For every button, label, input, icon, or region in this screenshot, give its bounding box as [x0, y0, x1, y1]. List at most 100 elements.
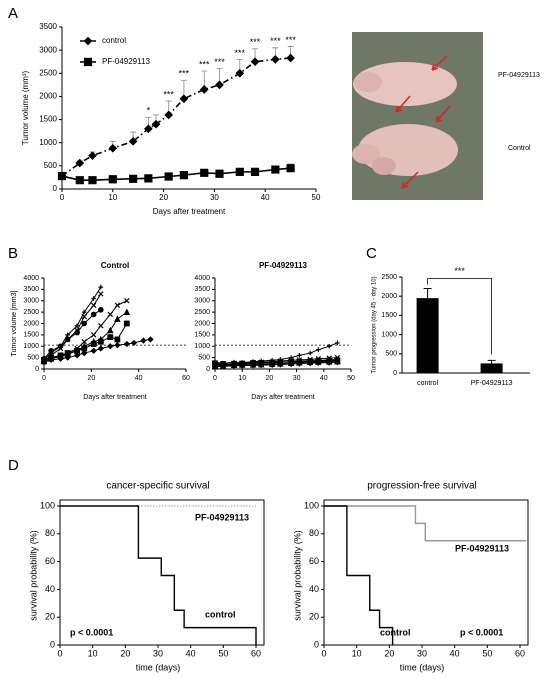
marker [81, 313, 87, 320]
curve-label: control [380, 627, 411, 637]
arrow [431, 55, 448, 71]
marker [123, 308, 131, 316]
marker [97, 338, 104, 345]
y-axis-label: Tumor volume (mm³) [21, 70, 30, 145]
marker [90, 341, 97, 347]
marker [271, 165, 280, 174]
x-tick-label: 10 [108, 193, 117, 202]
bar [416, 298, 439, 373]
x-tick-label: 60 [515, 648, 525, 658]
marker [179, 94, 189, 104]
plot-frame [323, 499, 529, 646]
y-tick-label: 2500 [23, 309, 39, 316]
marker [75, 176, 84, 185]
y-tick-label: 80 [45, 528, 55, 538]
marker [57, 343, 64, 350]
mouse-head [354, 72, 382, 92]
curve-label: control [205, 609, 236, 619]
panel-label: D [8, 457, 19, 474]
y-tick-label: 0 [53, 184, 58, 193]
y-tick-label: 0 [50, 639, 55, 649]
y-axis-label: Tumor progression (day 45 - day 10) [372, 276, 378, 373]
marker [88, 151, 97, 161]
photo [352, 32, 483, 200]
marker [144, 174, 153, 183]
y-tick-label: 0 [206, 366, 210, 373]
x-tick-label: 30 [153, 648, 163, 658]
x-tick-label: PF-04929113 [471, 380, 513, 387]
marker [107, 311, 113, 318]
marker [90, 347, 97, 354]
marker [286, 53, 295, 63]
photo-label: PF-04929113 [498, 72, 540, 79]
marker [90, 332, 97, 338]
y-tick-label: 1500 [39, 115, 57, 124]
marker [164, 110, 174, 120]
marker [307, 350, 313, 356]
y-tick-label: 3000 [23, 298, 39, 305]
curve-label: PF-04929113 [195, 512, 249, 522]
y-tick-label: 3500 [23, 286, 39, 293]
marker [74, 347, 81, 354]
chart-title: Control [101, 261, 129, 270]
marker [250, 167, 260, 176]
marker [212, 360, 218, 367]
marker [296, 360, 303, 367]
marker [74, 323, 80, 329]
y-tick-label: 4000 [23, 275, 39, 282]
p-value: p < 0.0001 [70, 627, 113, 637]
x-tick-label: 30 [293, 375, 301, 382]
marker [288, 360, 295, 368]
panel-label: B [8, 245, 18, 262]
marker [335, 340, 340, 346]
marker [130, 339, 138, 346]
x-tick-label: 50 [312, 193, 321, 202]
y-tick-label: 1000 [39, 138, 57, 147]
x-tick-label: 40 [186, 648, 196, 658]
marker [97, 345, 104, 352]
x-tick-label: 0 [213, 375, 217, 382]
marker [277, 361, 284, 368]
marker [114, 302, 121, 309]
marker [215, 169, 224, 178]
x-tick-label: 20 [120, 648, 130, 658]
y-tick-label: 2000 [23, 320, 39, 327]
marker [64, 354, 71, 361]
marker [98, 307, 104, 313]
marker [98, 323, 104, 329]
x-axis-label: time (days) [136, 662, 181, 672]
legend-marker [83, 57, 93, 67]
y-axis-label: survival probability (%) [28, 530, 38, 621]
marker [47, 356, 55, 364]
x-tick-label: 40 [450, 648, 460, 658]
y-tick-label: 1500 [381, 312, 397, 319]
marker [315, 359, 322, 367]
marker [73, 352, 81, 359]
marker [57, 171, 67, 181]
x-tick-label: 0 [321, 648, 326, 658]
y-tick-label: 3000 [194, 298, 210, 305]
y-tick-label: 2000 [194, 320, 210, 327]
y-tick-label: 20 [45, 612, 55, 622]
marker [235, 68, 245, 78]
marker [230, 362, 238, 369]
y-tick-label: 40 [309, 584, 319, 594]
marker [74, 329, 80, 336]
marker [199, 85, 209, 94]
x-tick-label: 10 [88, 648, 98, 658]
significance: *** [250, 37, 261, 47]
significance-bracket [427, 278, 492, 355]
marker [200, 168, 209, 177]
marker [235, 167, 244, 176]
significance: * [147, 106, 151, 116]
x-tick-label: 40 [320, 375, 328, 382]
legend-marker [83, 36, 93, 46]
y-tick-label: 100 [304, 500, 319, 510]
x-tick-label: 20 [159, 193, 168, 202]
marker [90, 311, 97, 318]
marker [81, 320, 88, 327]
mouse [353, 62, 457, 106]
marker [316, 347, 321, 352]
marker [107, 334, 114, 341]
